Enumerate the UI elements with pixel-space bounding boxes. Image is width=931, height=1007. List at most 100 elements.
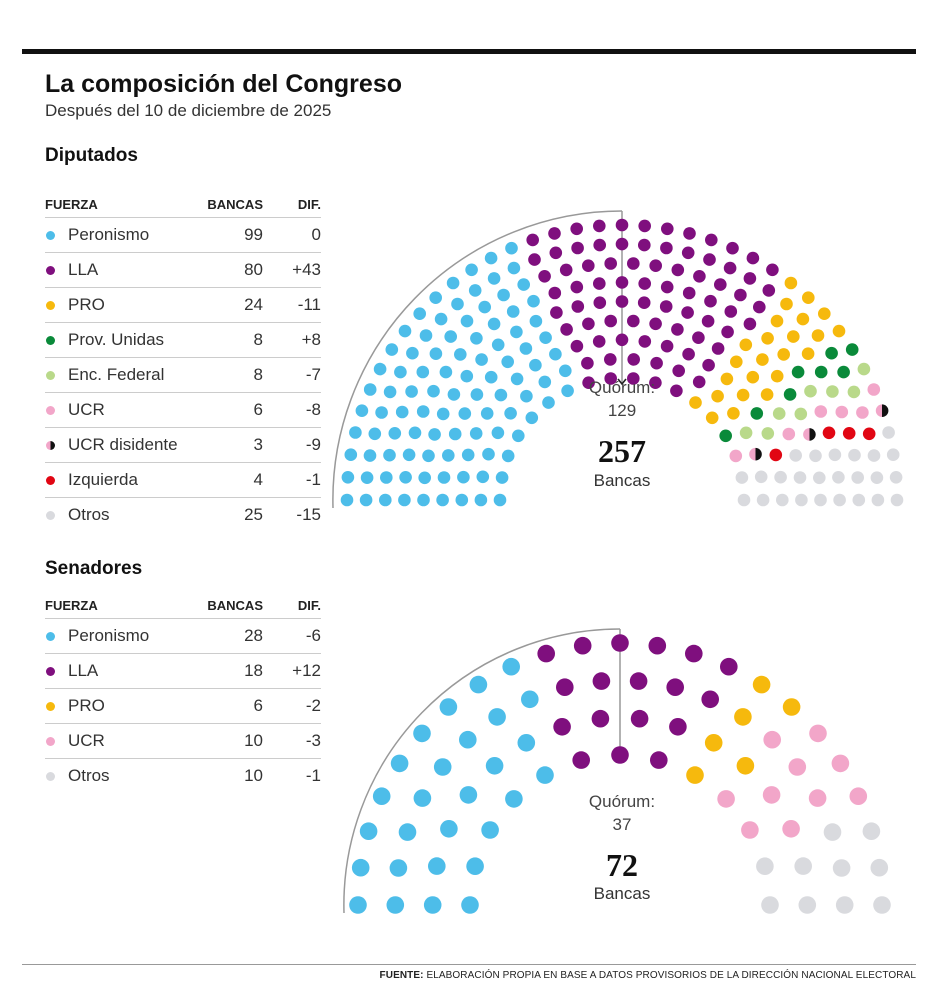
seat-dot bbox=[734, 288, 747, 302]
party-diff: -8 bbox=[305, 400, 321, 419]
seat-dot bbox=[428, 857, 446, 875]
seat-dot bbox=[862, 427, 876, 441]
seat-dot bbox=[359, 493, 373, 507]
party-cell: Peronismo bbox=[45, 626, 193, 646]
seat-dot bbox=[685, 644, 703, 663]
seat-dot bbox=[720, 657, 738, 676]
party-name: Otros bbox=[68, 505, 110, 524]
party-diff: -9 bbox=[305, 435, 321, 454]
source-label: FUENTE: bbox=[379, 970, 424, 981]
seat-dot bbox=[704, 294, 717, 308]
seat-dot bbox=[488, 708, 506, 726]
seat-dot bbox=[529, 314, 543, 328]
party-seats: 18 bbox=[244, 661, 263, 680]
seat-dot bbox=[701, 690, 719, 709]
seat-dot bbox=[417, 493, 430, 507]
seat-dot bbox=[711, 389, 724, 403]
seat-dot bbox=[845, 343, 859, 356]
legend-swatch-icon bbox=[46, 370, 55, 380]
senadores-table: FUERZA BANCAS DIF. Peronismo 28 -6 LLA 18 +12… bbox=[45, 592, 321, 793]
seat-dot bbox=[416, 405, 430, 418]
legend-swatch-icon bbox=[46, 230, 55, 240]
seat-dot bbox=[536, 766, 554, 784]
seat-dot bbox=[611, 746, 629, 764]
party-seats: 10 bbox=[244, 731, 263, 750]
party-seats: 28 bbox=[244, 626, 263, 645]
table-header: FUERZA BANCAS DIF. bbox=[45, 592, 321, 619]
seat-dot bbox=[510, 325, 523, 339]
seat-dot bbox=[867, 449, 881, 462]
seat-dot bbox=[591, 709, 610, 728]
seat-dot bbox=[660, 241, 673, 255]
seat-dot bbox=[526, 233, 539, 247]
seat-dot bbox=[870, 858, 889, 877]
party-cell: Prov. Unidas bbox=[45, 330, 193, 350]
seat-dot bbox=[388, 427, 402, 440]
seat-dot bbox=[649, 317, 662, 331]
seat-dot bbox=[734, 708, 752, 726]
seat-dot bbox=[727, 407, 740, 420]
seat-dot bbox=[582, 317, 595, 331]
seat-dot bbox=[739, 426, 753, 440]
seat-dot bbox=[867, 383, 881, 396]
table-row: UCR 10 -3 bbox=[45, 724, 321, 759]
seat-dot bbox=[593, 238, 606, 252]
seat-dot bbox=[429, 291, 443, 305]
diputados-heading: Diputados bbox=[45, 145, 138, 166]
seat-dot bbox=[735, 471, 749, 484]
seat-dot bbox=[550, 306, 563, 319]
seat-dot bbox=[627, 372, 640, 385]
seat-dot bbox=[798, 896, 817, 914]
seat-dot bbox=[818, 307, 831, 321]
senadores-quorum-label: Quórum: bbox=[589, 792, 655, 811]
seat-dot bbox=[686, 766, 704, 784]
seat-dot bbox=[629, 672, 648, 690]
seat-dot bbox=[481, 821, 499, 839]
seat-dot bbox=[689, 396, 702, 409]
seat-dot bbox=[380, 471, 393, 484]
seat-dot bbox=[756, 353, 769, 366]
seat-dot bbox=[870, 471, 884, 485]
seat-dot bbox=[390, 754, 409, 773]
seat-dot bbox=[782, 427, 796, 441]
senadores-quorum-value: 37 bbox=[613, 815, 632, 834]
seat-dot bbox=[637, 296, 651, 310]
seat-dot bbox=[491, 426, 505, 440]
seat-dot bbox=[517, 278, 530, 291]
seat-dot bbox=[457, 470, 470, 484]
seat-dot bbox=[561, 384, 574, 398]
seat-dot bbox=[791, 365, 805, 379]
party-cell: PRO bbox=[45, 295, 193, 315]
seat-dot bbox=[756, 493, 770, 507]
seat-dot bbox=[478, 300, 492, 314]
seat-dot bbox=[660, 339, 674, 353]
seat-dot bbox=[714, 278, 727, 291]
seat-dot bbox=[461, 448, 475, 462]
seat-dot bbox=[433, 758, 452, 776]
footer-rule bbox=[22, 964, 916, 965]
party-name: PRO bbox=[68, 295, 105, 314]
party-diff: 0 bbox=[311, 225, 321, 244]
seat-dot bbox=[510, 372, 524, 386]
seat-dot bbox=[833, 493, 846, 507]
seat-dot bbox=[460, 314, 474, 328]
seat-dot bbox=[344, 448, 358, 462]
seat-dot bbox=[743, 272, 757, 285]
seat-dot bbox=[570, 339, 584, 353]
seat-dot bbox=[749, 447, 762, 461]
seat-dot bbox=[753, 300, 766, 314]
seat-dot bbox=[808, 789, 827, 807]
table-row: Prov. Unidas 8 +8 bbox=[45, 323, 321, 358]
legend-swatch-icon bbox=[46, 666, 55, 676]
seat-dot bbox=[777, 348, 790, 361]
chamber-outline bbox=[332, 210, 623, 509]
seat-dot bbox=[857, 362, 871, 376]
seat-dot bbox=[604, 257, 617, 270]
party-cell: Izquierda bbox=[45, 470, 193, 490]
seat-dot bbox=[851, 471, 864, 484]
seat-dot bbox=[484, 370, 498, 384]
seat-dot bbox=[542, 396, 555, 409]
seat-dot bbox=[832, 324, 846, 338]
seat-dot bbox=[615, 333, 629, 347]
seat-dot bbox=[465, 263, 478, 277]
